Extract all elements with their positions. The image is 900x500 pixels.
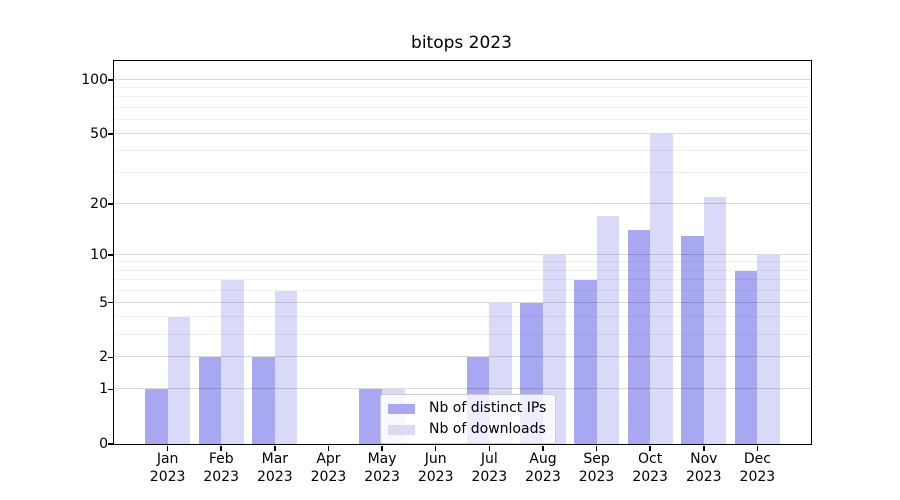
bar (252, 357, 275, 444)
legend-label: Nb of distinct IPs (429, 400, 547, 416)
bar (274, 290, 298, 444)
x-tick-month: Jul (480, 451, 498, 467)
x-tick-year: 2023 (471, 469, 508, 485)
x-tick-label: Feb 2023 (186, 450, 256, 486)
x-tick-year: 2023 (203, 469, 240, 485)
plot-area: 0 1 2 5 10 20 50 100 Jan 2023 Feb 2023 Mar 2023 Apr 202… (81, 60, 812, 485)
y-tick-label: 10 (90, 246, 108, 263)
bar (167, 317, 191, 444)
x-tick-mark (595, 446, 598, 451)
y-tick-mark (108, 79, 113, 81)
gridline-minor (114, 87, 811, 89)
y-tick-mark (108, 301, 113, 304)
legend-label: Nb of downloads (429, 421, 546, 437)
x-tick-month: Mar (261, 451, 289, 467)
y-tick-mark (108, 133, 113, 135)
bar (198, 357, 222, 444)
x-tick-year: 2023 (149, 469, 186, 485)
bar (221, 280, 244, 444)
y-tick-label: 1 (99, 381, 108, 398)
x-tick-month: Oct (638, 451, 663, 467)
x-tick-mark (166, 446, 169, 451)
x-tick-month: Feb (208, 451, 234, 467)
x-tick-month: Jan (156, 451, 179, 467)
y-tick-label: 0 (99, 436, 108, 452)
x-tick-month: Aug (529, 451, 557, 467)
x-tick-year: 2023 (632, 469, 668, 485)
legend-swatch-icon (388, 403, 415, 414)
x-tick-label: Aug 2023 (508, 450, 578, 486)
x-tick-mark (220, 446, 222, 451)
gridline-minor (114, 118, 811, 120)
x-tick-mark (274, 446, 276, 451)
x-tick-mark (434, 446, 437, 451)
bar (650, 133, 673, 444)
x-tick-label: Mar 2023 (240, 450, 310, 486)
x-tick-label: May 2023 (347, 450, 417, 486)
y-tick-label: 100 (81, 72, 108, 88)
x-tick-mark (327, 446, 330, 451)
gridline-minor (114, 172, 811, 174)
bar (703, 196, 727, 444)
x-tick-year: 2023 (364, 469, 400, 485)
x-tick-label: Sep 2023 (562, 450, 632, 486)
y-tick-label: 20 (90, 195, 108, 212)
bar (145, 389, 168, 444)
bar (734, 270, 758, 444)
x-tick-month: Nov (690, 451, 718, 467)
legend-item: Nb of downloads (388, 421, 546, 438)
x-tick-month: Apr (316, 451, 341, 467)
gridline-major (114, 79, 811, 80)
x-tick-label: Jul 2023 (454, 450, 524, 486)
bar (359, 389, 383, 444)
y-tick-mark (108, 254, 113, 256)
x-tick-label: Jun 2023 (401, 450, 471, 486)
x-tick-year: 2023 (578, 469, 615, 485)
bar (596, 216, 620, 444)
chart-title: bitops 2023 (411, 33, 512, 53)
x-tick-label: Dec 2023 (722, 450, 792, 486)
x-tick-year: 2023 (685, 469, 722, 485)
y-tick-mark (108, 388, 113, 391)
x-tick-month: Sep (583, 451, 610, 467)
x-tick-label: Oct 2023 (615, 450, 685, 486)
gridline-minor (114, 150, 811, 152)
bar (757, 254, 780, 444)
x-tick-mark (703, 446, 705, 451)
legend-item: Nb of distinct IPs (388, 400, 546, 417)
x-tick-mark (649, 446, 651, 451)
legend-swatch-icon (388, 424, 415, 435)
legend: Nb of distinct IPs Nb of downloads (380, 394, 557, 444)
x-tick-label: Nov 2023 (669, 450, 739, 486)
x-tick-month: Dec (743, 451, 771, 467)
x-tick-label: Jan 2023 (133, 450, 203, 486)
gridline-minor (114, 96, 811, 98)
y-tick-mark (108, 203, 113, 205)
y-tick-mark (108, 443, 113, 445)
x-tick-month: Jun (424, 451, 447, 467)
x-tick-mark (756, 446, 759, 451)
x-tick-mark (381, 446, 383, 451)
x-tick-year: 2023 (417, 469, 454, 485)
bar (627, 230, 651, 444)
x-tick-mark (488, 446, 491, 451)
x-tick-year: 2023 (739, 469, 776, 485)
x-tick-mark (542, 446, 544, 451)
bar (681, 235, 704, 444)
gridline-minor (114, 106, 811, 108)
bar (573, 280, 597, 444)
y-tick-label: 2 (99, 349, 108, 366)
gridline-major (114, 132, 811, 134)
x-tick-month: May (367, 451, 397, 467)
x-tick-label: Apr 2023 (293, 450, 363, 486)
y-tick-mark (108, 356, 113, 359)
x-tick-year: 2023 (525, 469, 561, 485)
y-tick-label: 50 (90, 125, 108, 142)
y-tick-label: 5 (99, 294, 108, 311)
x-tick-year: 2023 (310, 469, 347, 485)
x-tick-year: 2023 (257, 469, 293, 485)
